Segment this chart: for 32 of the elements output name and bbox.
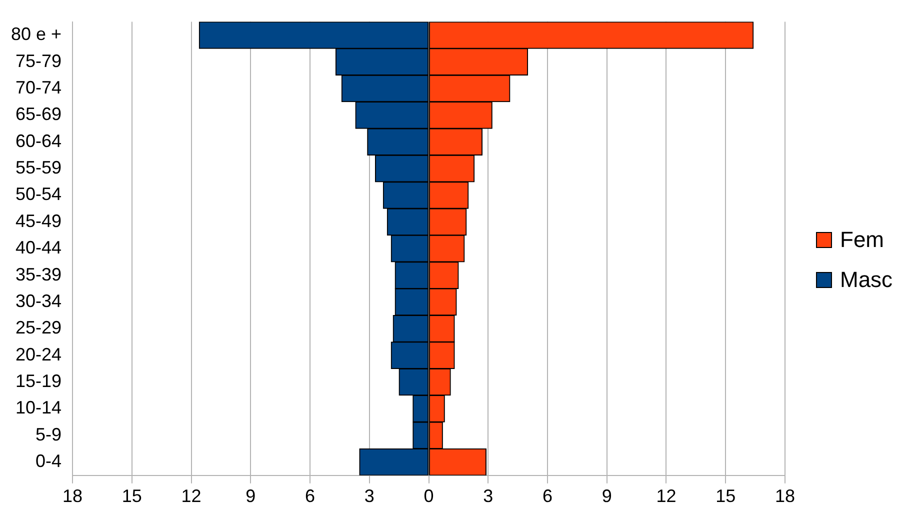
y-tick-label: 15-19 — [16, 370, 62, 391]
y-tick-label: 10-14 — [16, 398, 62, 418]
y-tick-label: 5-9 — [36, 424, 62, 444]
y-tick-label: 75-79 — [16, 50, 62, 71]
x-tick-label: 0 — [424, 486, 434, 506]
y-tick-label: 25-29 — [16, 318, 62, 338]
x-tick-label: 15 — [122, 486, 142, 506]
x-tick-label: 3 — [364, 486, 374, 506]
y-tick-label: 70-74 — [16, 77, 62, 98]
y-tick-label: 80 e + — [11, 24, 62, 44]
x-tick-label: 9 — [246, 486, 256, 506]
y-tick-label: 20-24 — [16, 344, 62, 364]
y-tick-label: 30-34 — [16, 290, 62, 311]
x-tick-label: 18 — [774, 486, 796, 506]
y-tick-label: 50-54 — [16, 184, 62, 204]
legend-label: Masc — [840, 266, 893, 292]
y-tick-label: 45-49 — [16, 210, 62, 231]
legend-label: Fem — [840, 226, 884, 252]
y-tick-label: 35-39 — [16, 264, 62, 284]
y-tick-label: 0-4 — [36, 451, 62, 472]
x-tick-label: 3 — [483, 486, 494, 506]
y-tick-label: 40-44 — [16, 238, 62, 258]
x-tick-label: 6 — [542, 486, 553, 506]
x-tick-label: 15 — [716, 486, 736, 506]
y-tick-label: 55-59 — [16, 158, 62, 178]
x-tick-label: 9 — [602, 486, 612, 506]
y-tick-label: 60-64 — [16, 130, 62, 151]
x-tick-label: 12 — [656, 486, 676, 506]
x-tick-label: 6 — [305, 486, 316, 506]
y-tick-label: 65-69 — [16, 104, 62, 124]
x-tick-label: 18 — [62, 486, 83, 506]
x-tick-label: 12 — [181, 486, 202, 506]
